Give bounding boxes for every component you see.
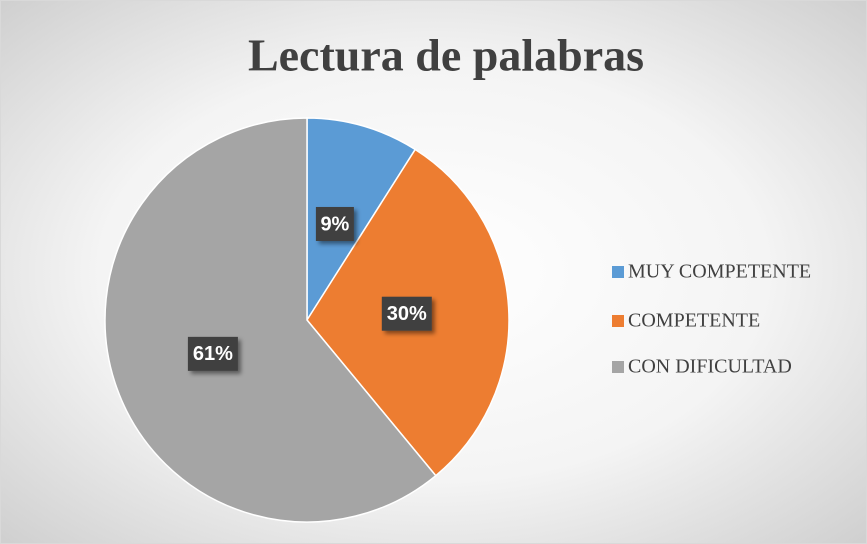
data-label: 9% bbox=[320, 213, 349, 235]
data-label: 30% bbox=[387, 303, 427, 325]
pie-slice bbox=[306, 117, 417, 323]
data-label-box bbox=[187, 336, 238, 371]
legend-label: CON DIFICULTAD bbox=[628, 356, 792, 378]
data-label-box bbox=[315, 206, 354, 241]
legend-swatch bbox=[612, 361, 624, 373]
legend-label: MUY COMPETENTE bbox=[628, 261, 811, 283]
chart-title: Lectura de palabras bbox=[248, 30, 644, 81]
data-label: 61% bbox=[193, 343, 233, 365]
data-label-box bbox=[381, 296, 432, 331]
legend-label: COMPETENTE bbox=[628, 310, 760, 332]
legend-swatch bbox=[612, 266, 624, 278]
pie-slice bbox=[104, 117, 437, 523]
legend-swatch bbox=[612, 315, 624, 327]
